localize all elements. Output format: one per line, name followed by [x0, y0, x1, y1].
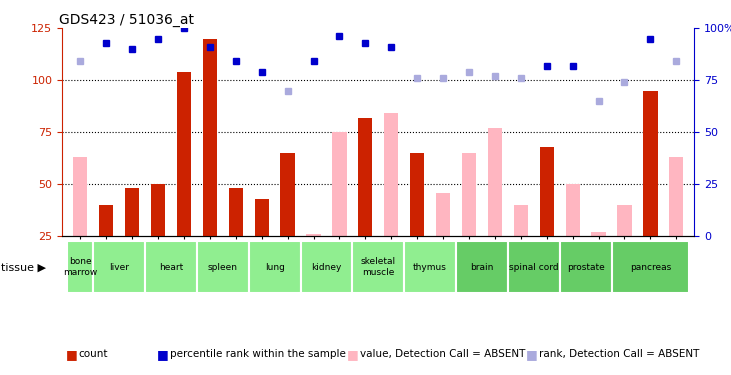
- Bar: [177, 72, 191, 236]
- Bar: [202, 39, 217, 236]
- FancyBboxPatch shape: [94, 241, 145, 293]
- FancyBboxPatch shape: [249, 241, 300, 293]
- Text: ■: ■: [347, 348, 359, 361]
- Text: brain: brain: [470, 262, 493, 272]
- Bar: [618, 205, 632, 236]
- FancyBboxPatch shape: [145, 241, 197, 293]
- Text: ■: ■: [66, 348, 77, 361]
- Bar: [254, 199, 269, 236]
- FancyBboxPatch shape: [67, 241, 94, 293]
- Bar: [358, 118, 373, 236]
- Bar: [514, 205, 528, 236]
- Text: prostate: prostate: [567, 262, 605, 272]
- Bar: [281, 153, 295, 236]
- Bar: [436, 192, 450, 236]
- Text: spleen: spleen: [208, 262, 238, 272]
- Text: thymus: thymus: [413, 262, 447, 272]
- Text: spinal cord: spinal cord: [509, 262, 558, 272]
- Bar: [384, 114, 398, 236]
- FancyBboxPatch shape: [352, 241, 404, 293]
- FancyBboxPatch shape: [560, 241, 612, 293]
- Bar: [591, 232, 606, 236]
- FancyBboxPatch shape: [612, 241, 689, 293]
- Text: skeletal
muscle: skeletal muscle: [360, 258, 396, 277]
- Text: value, Detection Call = ABSENT: value, Detection Call = ABSENT: [360, 350, 525, 359]
- Bar: [99, 205, 113, 236]
- FancyBboxPatch shape: [197, 241, 249, 293]
- Text: count: count: [78, 350, 107, 359]
- Bar: [539, 147, 554, 236]
- Text: kidney: kidney: [311, 262, 341, 272]
- FancyBboxPatch shape: [300, 241, 352, 293]
- Bar: [488, 128, 502, 236]
- Text: lung: lung: [265, 262, 284, 272]
- Bar: [73, 157, 88, 236]
- Bar: [333, 132, 346, 236]
- FancyBboxPatch shape: [404, 241, 456, 293]
- Text: rank, Detection Call = ABSENT: rank, Detection Call = ABSENT: [539, 350, 699, 359]
- Text: ■: ■: [526, 348, 538, 361]
- FancyBboxPatch shape: [508, 241, 560, 293]
- Text: percentile rank within the sample: percentile rank within the sample: [170, 350, 346, 359]
- Text: GDS423 / 51036_at: GDS423 / 51036_at: [59, 13, 194, 27]
- Text: pancreas: pancreas: [630, 262, 671, 272]
- Bar: [410, 153, 424, 236]
- Bar: [462, 153, 476, 236]
- FancyBboxPatch shape: [456, 241, 508, 293]
- Bar: [229, 188, 243, 236]
- Bar: [306, 234, 321, 236]
- Text: liver: liver: [109, 262, 129, 272]
- Bar: [669, 157, 683, 236]
- Bar: [151, 184, 165, 236]
- Text: ■: ■: [157, 348, 169, 361]
- Text: bone
marrow: bone marrow: [63, 258, 97, 277]
- Bar: [125, 188, 139, 236]
- Text: tissue ▶: tissue ▶: [1, 263, 47, 273]
- Bar: [643, 91, 657, 236]
- Text: heart: heart: [159, 262, 183, 272]
- Bar: [566, 184, 580, 236]
